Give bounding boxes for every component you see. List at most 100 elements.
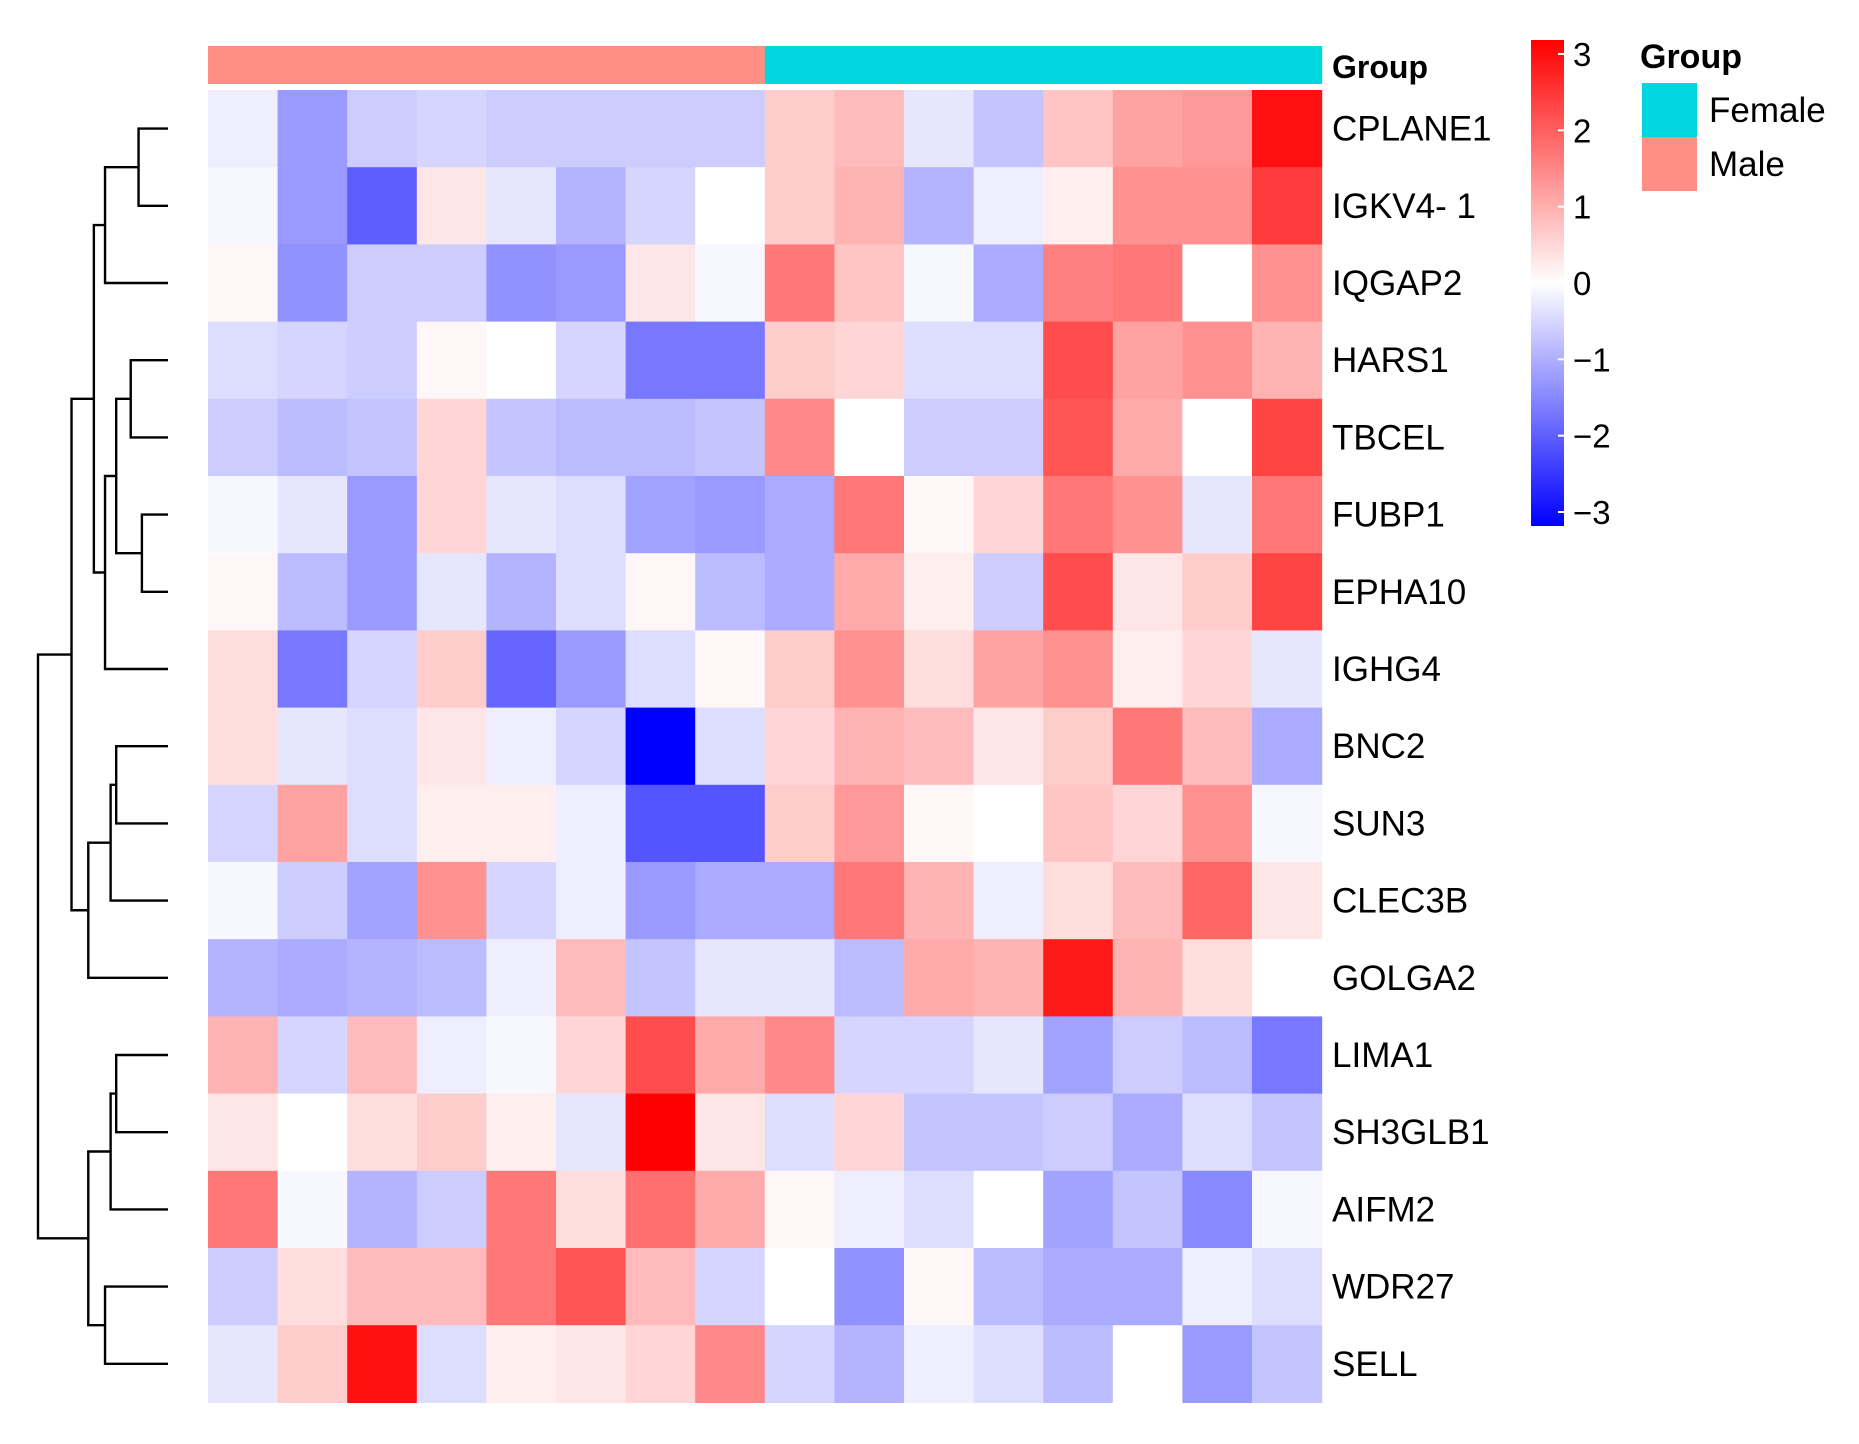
heatmap-cell <box>1182 244 1253 323</box>
heatmap-cell <box>208 321 279 400</box>
heatmap-cell <box>277 398 348 477</box>
heatmap-cell <box>695 321 766 400</box>
heatmap-cell <box>486 398 557 477</box>
heatmap-cell <box>556 1016 627 1095</box>
heatmap-cell <box>208 862 279 940</box>
heatmap-cell <box>347 1325 418 1403</box>
annotation-cell-female <box>1182 46 1253 84</box>
heatmap-cell <box>1252 707 1323 786</box>
heatmap-cell <box>834 167 905 245</box>
heatmap-cell <box>556 1093 627 1172</box>
legend-label-female: Female <box>1709 91 1826 130</box>
colorbar-tick-label: 0 <box>1573 265 1591 302</box>
heatmap-cell <box>904 1170 975 1249</box>
heatmap-cell <box>1182 90 1253 168</box>
heatmap-cell <box>973 784 1044 863</box>
heatmap-cell <box>416 939 487 1017</box>
heatmap-cell <box>834 476 905 554</box>
heatmap-cell <box>277 784 348 863</box>
dendrogram-branch <box>103 474 168 671</box>
heatmap-cell <box>486 1093 557 1172</box>
dendrogram-branch <box>103 1285 168 1365</box>
heatmap-cell <box>1043 321 1114 400</box>
heatmap-cell <box>1112 398 1183 477</box>
heatmap-cell <box>904 1093 975 1172</box>
heatmap-cell <box>834 784 905 863</box>
heatmap-cell <box>973 1016 1044 1095</box>
heatmap-cell <box>347 1170 418 1249</box>
annotation-cell-female <box>1112 46 1183 84</box>
heatmap-cell <box>208 90 279 168</box>
heatmap-cell <box>1252 784 1323 863</box>
heatmap-cell <box>486 784 557 863</box>
annotation-cell-female <box>834 46 905 84</box>
heatmap-cell <box>1182 1248 1253 1326</box>
heatmap-cell <box>416 862 487 940</box>
heatmap-cell <box>973 1093 1044 1172</box>
heatmap-cell <box>764 939 835 1017</box>
colorbar-tick-label: 3 <box>1573 36 1591 73</box>
heatmap-cell <box>486 1170 557 1249</box>
heatmap-cell <box>695 630 766 709</box>
heatmap-cell <box>625 862 696 940</box>
dendrogram-branch <box>137 127 168 207</box>
heatmap-cell <box>1182 939 1253 1017</box>
row-label: CPLANE1 <box>1332 110 1492 149</box>
group-annotation-bar <box>208 46 1323 84</box>
row-dendrogram <box>36 127 168 1365</box>
heatmap-cell <box>347 1248 418 1326</box>
heatmap-cell <box>416 553 487 631</box>
heatmap-cell <box>834 1170 905 1249</box>
heatmap-cell <box>277 707 348 786</box>
heatmap-cell <box>1112 707 1183 786</box>
heatmap-cell <box>556 398 627 477</box>
heatmap-cell <box>1112 1325 1183 1403</box>
row-label: WDR27 <box>1332 1268 1455 1307</box>
heatmap-cell <box>1252 1093 1323 1172</box>
heatmap-cell <box>1252 398 1323 477</box>
heatmap-cell <box>904 321 975 400</box>
row-label: TBCEL <box>1332 418 1445 457</box>
heatmap-cell <box>695 1093 766 1172</box>
heatmap-cell <box>556 476 627 554</box>
heatmap-cell <box>208 1170 279 1249</box>
heatmap-cell <box>416 90 487 168</box>
heatmap-cell <box>1182 167 1253 245</box>
row-label: IQGAP2 <box>1332 264 1462 303</box>
heatmap-cell <box>834 1325 905 1403</box>
dendrogram-branch <box>92 223 106 574</box>
heatmap-cell <box>556 244 627 323</box>
dendrogram-branch <box>115 1053 168 1134</box>
heatmap-cell <box>1252 862 1323 940</box>
heatmap-cell <box>973 321 1044 400</box>
heatmap-cell <box>973 707 1044 786</box>
heatmap-cell <box>1252 1016 1323 1095</box>
heatmap-cell <box>556 939 627 1017</box>
heatmap-cell <box>695 90 766 168</box>
heatmap-cell <box>1112 244 1183 323</box>
heatmap-cell <box>208 553 279 631</box>
heatmap-cell <box>1112 1093 1183 1172</box>
heatmap-cell <box>973 244 1044 323</box>
heatmap-cell <box>1112 784 1183 863</box>
heatmap-cell <box>208 476 279 554</box>
heatmap-cell <box>834 1248 905 1326</box>
heatmap-cell <box>1043 244 1114 323</box>
heatmap-cell <box>277 1016 348 1095</box>
heatmap-cell <box>347 90 418 168</box>
heatmap-cell <box>1112 862 1183 940</box>
heatmap-cell <box>625 167 696 245</box>
dendrogram-branch <box>129 359 168 439</box>
heatmap-cell <box>834 707 905 786</box>
heatmap-cell <box>416 1170 487 1249</box>
heatmap-cell <box>625 939 696 1017</box>
heatmap-cell <box>1043 90 1114 168</box>
heatmap-cell <box>1043 862 1114 940</box>
legend-title: Group <box>1640 38 1742 76</box>
heatmap-cell <box>834 630 905 709</box>
heatmap-cell <box>556 707 627 786</box>
annotation-cell-female <box>764 46 835 84</box>
heatmap-cell <box>556 784 627 863</box>
heatmap-cells <box>208 90 1323 1403</box>
row-label: SUN3 <box>1332 804 1425 843</box>
